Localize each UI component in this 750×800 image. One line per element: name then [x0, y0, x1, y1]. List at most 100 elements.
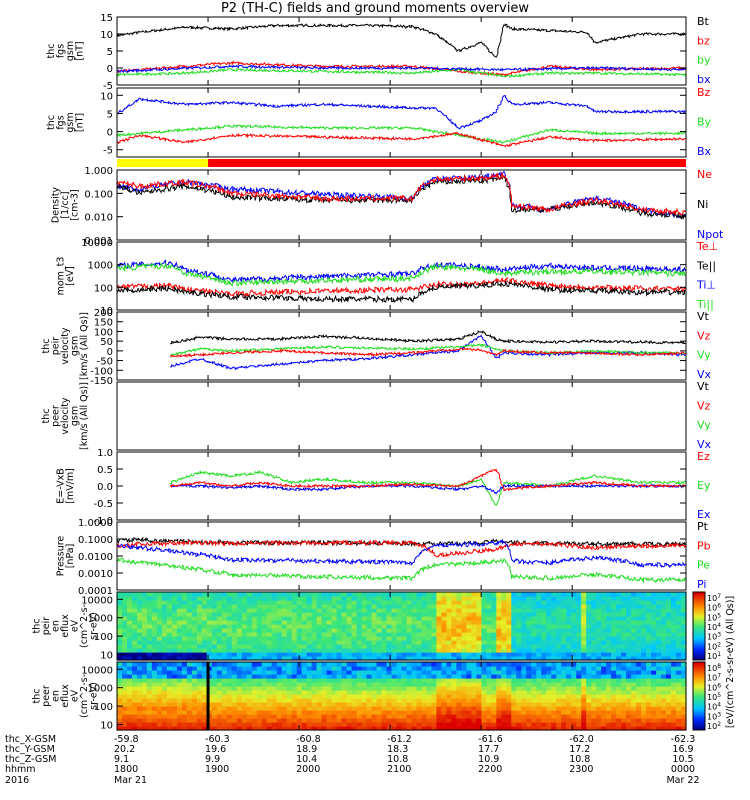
spectrogram-cell: [226, 636, 233, 641]
spectrogram-cell: [656, 670, 662, 675]
spectrogram-cell: [191, 674, 198, 679]
spectrogram-cell: [181, 706, 188, 711]
spectrogram-cell: [391, 718, 398, 723]
spectrogram-cell: [346, 632, 353, 637]
spectrogram-cell: [306, 662, 313, 667]
spectrogram-cell: [526, 624, 532, 629]
spectrogram-cell: [286, 624, 293, 629]
spectrogram-cell: [516, 694, 522, 699]
spectrogram-cell: [461, 690, 467, 695]
spectrogram-cell: [546, 694, 552, 699]
spectrogram-cell: [241, 694, 248, 699]
legend-Ni: Ni: [697, 198, 708, 211]
spectrogram-cell: [551, 616, 557, 621]
spectrogram-cell: [166, 726, 173, 731]
spectrogram-cell: [406, 608, 413, 613]
spectrogram-cell: [471, 620, 477, 625]
spectrogram-cell: [251, 722, 258, 727]
spectrogram-cell: [296, 628, 303, 633]
spectrogram-cell: [456, 686, 462, 691]
spectrogram-cell: [266, 624, 273, 629]
spectrogram-cell: [161, 592, 168, 597]
spectrogram-cell: [426, 608, 433, 613]
spectrogram-cell: [566, 624, 572, 629]
spectrogram-cell: [341, 608, 348, 613]
spectrogram-cell: [451, 698, 457, 703]
spectrogram-cell: [206, 596, 213, 601]
legend-Vz: Vz: [697, 399, 711, 412]
spectrogram-cell: [621, 714, 627, 719]
spectrogram-cell: [341, 600, 348, 605]
spectrogram-cell: [356, 666, 363, 671]
colorbar-cell: [693, 631, 705, 634]
spectrogram-cell: [646, 714, 652, 719]
spectrogram-cell: [536, 690, 542, 695]
spectrogram-cell: [476, 710, 482, 715]
spectrogram-cell: [451, 644, 457, 649]
spectrogram-cell: [211, 596, 218, 601]
spectrogram-cell: [626, 690, 632, 695]
spectrogram-cell: [561, 652, 567, 657]
spectrogram-cell: [246, 632, 253, 637]
spectrogram-cell: [521, 678, 527, 683]
spectrogram-cell: [571, 624, 577, 629]
spectrogram-cell: [151, 706, 158, 711]
spectrogram-cell: [166, 608, 173, 613]
spectrogram-cell: [576, 702, 582, 707]
spectrogram-cell: [366, 674, 373, 679]
spectrogram-cell: [266, 710, 273, 715]
spectrogram-cell: [436, 702, 442, 707]
spectrogram-cell: [196, 690, 203, 695]
spectrogram-cell: [571, 644, 577, 649]
spectrogram-cell: [186, 596, 193, 601]
spectrogram-cell: [281, 604, 288, 609]
y-tick-label: -0.5: [93, 499, 113, 510]
spectrogram-cell: [371, 620, 378, 625]
spectrogram-cell: [676, 706, 682, 711]
spectrogram-cell: [391, 608, 398, 613]
spectrogram-cell: [566, 670, 572, 675]
spectrogram-cell: [506, 648, 512, 653]
spectrogram-cell: [571, 596, 577, 601]
spectrogram-cell: [486, 608, 492, 613]
spectrogram-cell: [132, 694, 138, 699]
spectrogram-cell: [556, 600, 562, 605]
spectrogram-cell: [501, 652, 507, 657]
spectrogram-cell: [446, 632, 452, 637]
spectrogram-cell: [181, 632, 188, 637]
spectrogram-cell: [151, 656, 158, 661]
spectrogram-cell: [471, 710, 477, 715]
spectrogram-cell: [651, 686, 657, 691]
spectrogram-cell: [306, 620, 313, 625]
spectrogram-cell: [526, 666, 532, 671]
spectrogram-cell: [276, 592, 283, 597]
spectrogram-cell: [506, 644, 512, 649]
spectrogram-cell: [546, 674, 552, 679]
spectrogram-cell: [281, 710, 288, 715]
spectrogram-cell: [346, 616, 353, 621]
spectrogram-cell: [611, 600, 617, 605]
spectrogram-cell: [681, 648, 687, 653]
ephemeris-value: 10.9: [478, 754, 499, 765]
spectrogram-cell: [666, 722, 672, 727]
spectrogram-cell: [276, 694, 283, 699]
spectrogram-cell: [281, 624, 288, 629]
colorbar-cell: [693, 713, 705, 716]
spectrogram-cell: [211, 612, 218, 617]
spectrogram-cell: [321, 632, 328, 637]
spectrogram-cell: [471, 608, 477, 613]
spectrogram-cell: [446, 718, 452, 723]
spectrogram-cell: [122, 690, 128, 695]
spectrogram-cell: [276, 600, 283, 605]
spectrogram-cell: [142, 698, 148, 703]
spectrogram-cell: [526, 652, 532, 657]
spectrogram-cell: [142, 616, 148, 621]
spectrogram-cell: [651, 628, 657, 633]
spectrogram-cell: [271, 702, 278, 707]
spectrogram-cell: [566, 662, 572, 667]
spectrogram-cell: [311, 710, 318, 715]
spectrogram-cell: [486, 674, 492, 679]
spectrogram-cell: [466, 710, 472, 715]
spectrogram-cell: [376, 662, 383, 667]
spectrogram-cell: [511, 604, 517, 609]
